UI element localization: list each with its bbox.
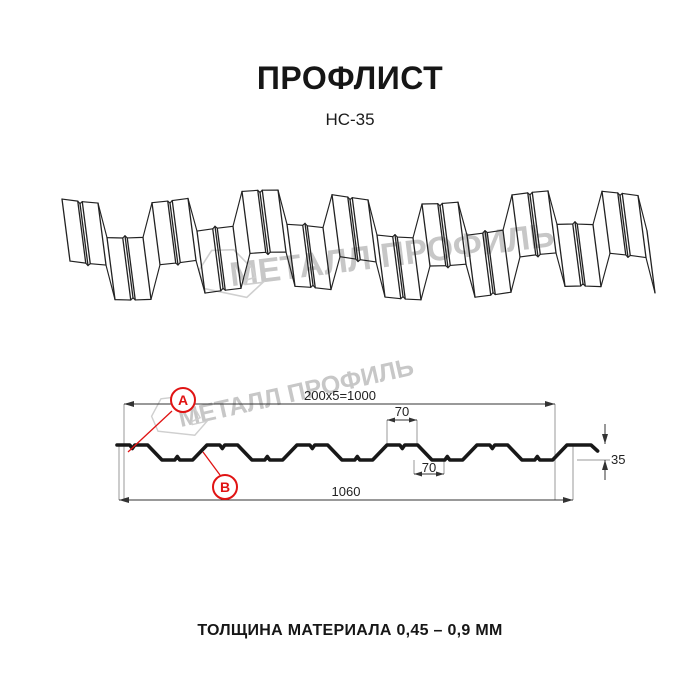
svg-text:A: A (178, 392, 188, 408)
svg-text:1060: 1060 (332, 484, 361, 499)
svg-text:B: B (220, 479, 230, 495)
svg-text:70: 70 (395, 404, 409, 419)
svg-text:200x5=1000: 200x5=1000 (304, 388, 376, 403)
svg-text:35: 35 (611, 452, 625, 467)
svg-text:70: 70 (422, 460, 436, 475)
